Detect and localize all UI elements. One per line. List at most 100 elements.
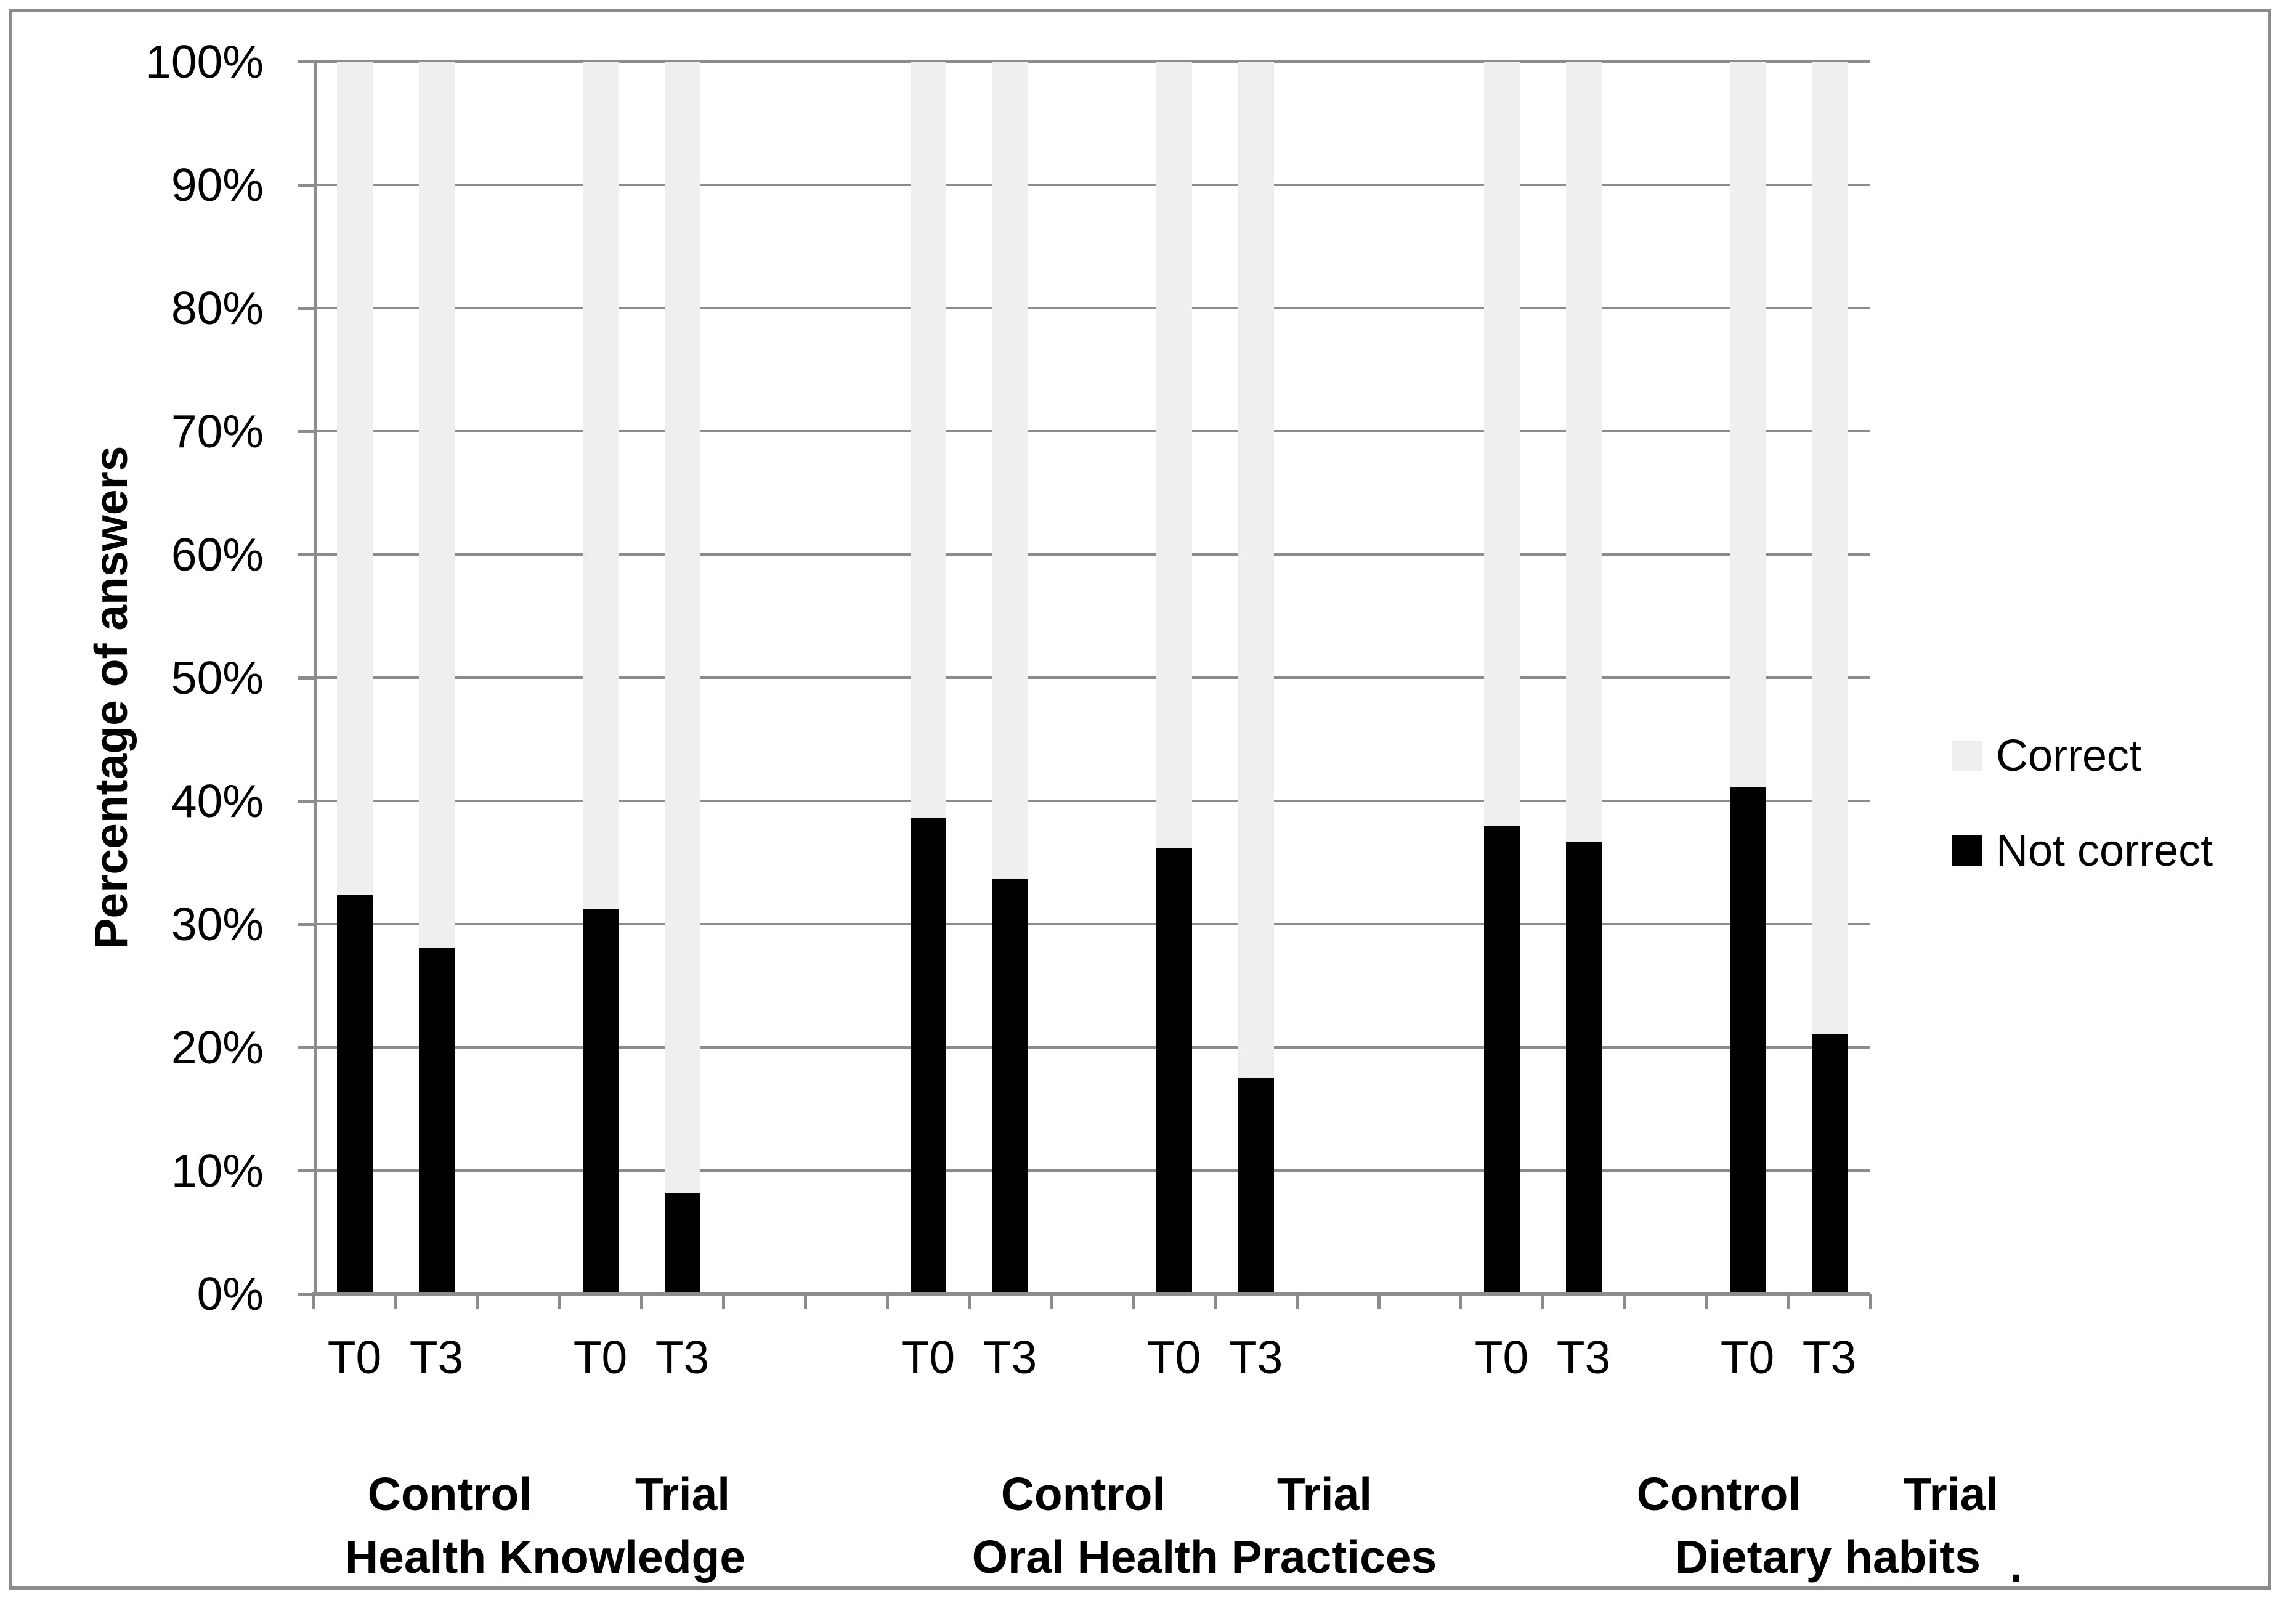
legend: Correct Not correct: [1952, 733, 2213, 923]
subgroup-label: Trial: [635, 1468, 731, 1520]
legend-entry-correct: Correct: [1952, 733, 2213, 779]
bar-correct-segment: [1565, 62, 1602, 842]
x-axis-line: [312, 1292, 1870, 1296]
y-tick-label: 10%: [171, 1145, 264, 1196]
x-tick-label: T0: [327, 1331, 382, 1383]
bar-not-correct-segment: [1483, 826, 1520, 1294]
y-axis-tick: [298, 1293, 314, 1296]
x-tick-label: T3: [1556, 1331, 1611, 1383]
x-tick-label: T3: [409, 1331, 464, 1383]
subgroup-label: Trial: [1276, 1468, 1373, 1520]
y-axis-tick: [298, 60, 314, 63]
x-axis-tick: [1377, 1294, 1381, 1309]
y-tick-label: 40%: [171, 775, 264, 827]
bar-correct-segment: [336, 62, 373, 895]
y-tick-label: 50%: [171, 652, 264, 704]
x-axis-tick: [394, 1294, 397, 1309]
bar-not-correct-segment: [992, 879, 1028, 1294]
bar-not-correct-segment: [582, 909, 619, 1294]
y-tick-label: 90%: [171, 159, 264, 211]
x-tick-label: T3: [1228, 1331, 1283, 1383]
bar-correct-segment: [1811, 62, 1848, 1034]
subgroup-label: Control: [1000, 1468, 1166, 1520]
gridline: [314, 1046, 1870, 1049]
x-axis-tick: [886, 1294, 889, 1309]
x-tick-label: T0: [1146, 1331, 1201, 1383]
y-axis-tick: [298, 430, 314, 433]
y-axis-tick: [298, 184, 314, 187]
x-axis-tick: [476, 1294, 479, 1309]
bar-not-correct-segment: [1565, 842, 1602, 1294]
x-axis-tick: [640, 1294, 643, 1309]
bar-not-correct-segment: [418, 948, 455, 1294]
y-axis-tick: [298, 1046, 314, 1049]
bar-not-correct-segment: [1156, 848, 1192, 1294]
x-axis-tick: [968, 1294, 971, 1309]
bar-correct-segment: [582, 62, 619, 909]
bar-correct-segment: [992, 62, 1028, 879]
x-tick-label: T3: [655, 1331, 710, 1383]
x-tick-label: T3: [1802, 1331, 1857, 1383]
y-tick-label: 100%: [145, 36, 264, 87]
bar-not-correct-segment: [664, 1193, 700, 1294]
y-tick-label: 20%: [171, 1021, 264, 1073]
legend-label-not-correct: Not correct: [1996, 826, 2213, 875]
legend-entry-not-correct: Not correct: [1952, 828, 2213, 874]
y-tick-label: 30%: [171, 898, 264, 950]
bar-correct-segment: [1156, 62, 1192, 848]
x-axis-tick: [1869, 1294, 1872, 1309]
y-axis-tick: [298, 676, 314, 680]
subgroup-label: Trial: [1903, 1468, 1999, 1520]
gridline: [314, 60, 1870, 63]
gridline: [314, 184, 1870, 186]
gridline: [314, 430, 1870, 432]
legend-swatch-not-correct-icon: [1952, 835, 1982, 866]
bar-not-correct-segment: [1238, 1078, 1274, 1294]
x-axis-tick: [1623, 1294, 1626, 1309]
y-axis-tick: [298, 923, 314, 926]
gridline: [314, 923, 1870, 925]
bar-not-correct-segment: [1811, 1034, 1848, 1294]
x-axis-tick: [1296, 1294, 1299, 1309]
y-tick-label: 0%: [197, 1268, 264, 1320]
chart-border: [9, 9, 2271, 1590]
x-axis-tick: [804, 1294, 807, 1309]
legend-swatch-correct-icon: [1952, 741, 1982, 771]
y-tick-label: 70%: [171, 405, 264, 457]
gridline: [314, 553, 1870, 556]
x-tick-label: T0: [573, 1331, 628, 1383]
legend-label-correct: Correct: [1996, 731, 2142, 781]
gridline: [314, 307, 1870, 309]
bar-not-correct-segment: [1729, 787, 1766, 1294]
bar-correct-segment: [664, 62, 700, 1193]
bar-correct-segment: [418, 62, 455, 948]
y-axis-tick: [298, 553, 314, 556]
y-tick-label: 60%: [171, 529, 264, 580]
y-axis-tick: [298, 307, 314, 310]
category-label: Health Knowledge: [344, 1531, 746, 1583]
x-tick-label: T3: [983, 1331, 1037, 1383]
x-axis-tick: [1214, 1294, 1217, 1309]
x-axis-tick: [722, 1294, 725, 1309]
x-axis-tick: [1541, 1294, 1544, 1309]
y-axis-line: [314, 62, 317, 1296]
category-label: Oral Health Practices: [972, 1531, 1437, 1583]
y-tick-label: 80%: [171, 282, 264, 334]
x-axis-tick: [1705, 1294, 1708, 1309]
bar-not-correct-segment: [910, 818, 946, 1294]
x-axis-tick: [1132, 1294, 1135, 1309]
x-axis-tick: [558, 1294, 561, 1309]
subgroup-label: Control: [367, 1468, 532, 1520]
y-axis-tick: [298, 800, 314, 803]
bar-correct-segment: [1729, 62, 1766, 787]
x-axis-tick: [1787, 1294, 1790, 1309]
bar-correct-segment: [910, 62, 946, 818]
x-axis-tick: [312, 1294, 315, 1309]
bar-correct-segment: [1483, 62, 1520, 826]
x-axis-tick: [1050, 1294, 1053, 1309]
category-label: Dietary habits: [1675, 1531, 1981, 1583]
subgroup-label: Control: [1636, 1468, 1801, 1520]
x-axis-tick: [1459, 1294, 1462, 1309]
x-tick-label: T0: [901, 1331, 955, 1383]
